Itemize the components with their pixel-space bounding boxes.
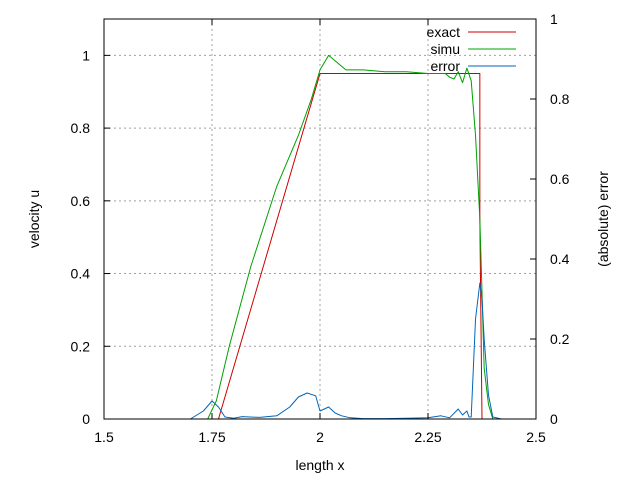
legend-label: exact [427, 24, 461, 40]
y2-tick-label: 0.2 [550, 331, 570, 347]
y2-tick-label: 0.6 [550, 171, 570, 187]
y2-tick-label: 0.4 [550, 251, 570, 267]
y-tick-label: 0.2 [71, 338, 91, 354]
x-tick-label: 2 [316, 429, 324, 445]
legend-label: error [430, 58, 460, 74]
series-line-simu [104, 54, 536, 420]
y-tick-label: 1 [82, 47, 90, 63]
x-tick-label: 2.5 [526, 429, 546, 445]
y-tick-label: 0 [82, 411, 90, 427]
grid-lines [104, 19, 536, 419]
x-tick-label: 1.5 [94, 429, 114, 445]
axis-ticks [103, 18, 537, 420]
y2-axis-label: (absolute) error [595, 171, 611, 267]
x-axis-label: length x [295, 457, 344, 473]
series-line-error [104, 282, 506, 420]
y-tick-label: 0.4 [71, 266, 91, 282]
x-tick-label: 1.75 [198, 429, 225, 445]
x-tick-label: 2.25 [414, 429, 441, 445]
y-axis-label: velocity u [26, 190, 42, 248]
y2-tick-label: 0.8 [550, 91, 570, 107]
y-tick-label: 0.8 [71, 120, 91, 136]
y2-tick-label: 0 [550, 411, 558, 427]
y2-tick-label: 1 [550, 11, 558, 27]
legend-label: simu [430, 41, 460, 57]
tick-labels: 1.5 1.75 2 2.25 2.500.20.40.60.8100.20.40.60… [71, 11, 570, 445]
y-tick-label: 0.6 [71, 193, 91, 209]
